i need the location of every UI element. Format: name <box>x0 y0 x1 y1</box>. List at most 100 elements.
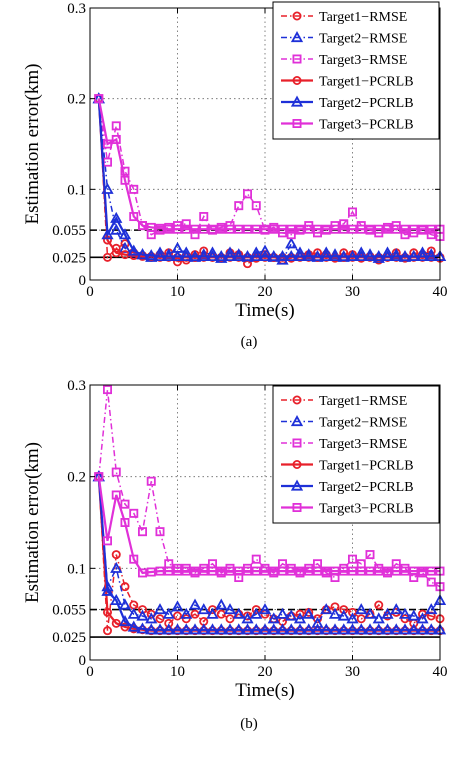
y-tick-label: 0.1 <box>67 182 86 198</box>
data-point <box>426 566 436 576</box>
data-point <box>153 603 167 615</box>
panel-label: (a) <box>241 334 258 350</box>
y-tick-label: 0.2 <box>67 470 86 486</box>
data-point <box>162 607 175 619</box>
data-point <box>146 567 156 577</box>
data-point <box>295 566 305 576</box>
data-point <box>304 566 314 576</box>
data-point <box>223 603 237 615</box>
legend-entry: Target3−RMSE <box>319 437 407 452</box>
data-point <box>328 607 342 619</box>
legend: Target1−RMSE Target2−RMSE Target3−RMSE Targ… <box>272 385 440 524</box>
data-point <box>223 249 237 262</box>
series-line <box>97 476 440 631</box>
data-point <box>251 605 261 615</box>
data-point <box>398 249 412 262</box>
data-point <box>111 248 121 258</box>
data-point <box>328 623 342 635</box>
data-point <box>312 224 322 234</box>
data-point <box>356 566 366 576</box>
data-point <box>199 224 209 234</box>
data-point <box>374 600 384 610</box>
data-point <box>425 249 438 262</box>
x-tick-label: 40 <box>433 284 448 300</box>
data-point <box>381 607 394 619</box>
data-point <box>363 607 377 619</box>
data-point <box>145 623 158 635</box>
data-point <box>234 201 244 211</box>
legend-swatch-marker <box>290 31 304 43</box>
data-point <box>337 623 350 635</box>
data-point <box>363 249 377 262</box>
legend-swatch-marker <box>292 459 302 469</box>
ticks: 0 10 20 30 40 0 0.025 0.055 0.1 0.2 0.3 <box>52 1 447 300</box>
data-point <box>251 224 261 234</box>
chart-panel-b: 0 10 20 30 40 0 0.025 0.055 0.1 0.2 0.3 Time(s) Esti… <box>22 378 448 732</box>
data-point <box>242 189 252 199</box>
data-point <box>398 623 412 635</box>
data-point <box>251 554 261 564</box>
y-tick-label: 0 <box>79 653 87 669</box>
data-point <box>382 566 392 576</box>
data-point <box>234 566 244 576</box>
data-point <box>206 607 219 619</box>
data-point <box>232 623 245 635</box>
data-point <box>171 623 184 635</box>
data-point <box>251 566 261 576</box>
data-point <box>356 224 366 234</box>
data-point <box>372 249 385 262</box>
y-tick-label: 0.055 <box>52 223 86 239</box>
data-point <box>111 618 121 628</box>
data-point <box>250 623 263 635</box>
data-point <box>197 249 210 262</box>
data-point <box>276 249 289 262</box>
series-2 <box>92 470 447 628</box>
data-point <box>285 237 298 249</box>
data-point <box>390 249 403 262</box>
data-point <box>242 224 252 234</box>
data-point <box>232 249 245 262</box>
data-point <box>347 224 357 234</box>
data-point <box>129 212 139 222</box>
data-point <box>206 623 219 635</box>
data-point <box>223 623 237 635</box>
data-point <box>400 614 410 624</box>
data-point <box>311 623 324 635</box>
data-point <box>330 566 340 576</box>
data-point <box>215 598 228 610</box>
data-point <box>295 609 305 619</box>
y-tick-label: 0.1 <box>67 561 86 577</box>
data-point <box>216 566 226 576</box>
series-line <box>97 98 440 258</box>
data-point <box>129 508 139 518</box>
data-point <box>172 566 182 576</box>
data-point <box>129 184 139 194</box>
data-point <box>137 568 147 578</box>
data-point <box>365 566 375 576</box>
data-point <box>250 249 263 262</box>
legend-box <box>272 1 440 140</box>
data-point <box>355 623 368 635</box>
data-point <box>118 615 132 627</box>
data-point <box>127 607 140 619</box>
data-point <box>188 598 202 610</box>
data-point <box>120 166 130 176</box>
data-point <box>120 622 130 632</box>
data-point <box>293 249 307 262</box>
data-point <box>207 224 217 234</box>
data-point <box>285 623 298 635</box>
data-point <box>374 224 384 234</box>
y-tick-label: 0.025 <box>52 630 86 646</box>
data-point <box>111 490 121 500</box>
data-point <box>190 230 200 240</box>
data-point <box>426 224 436 234</box>
data-point <box>355 249 368 262</box>
data-point <box>180 249 193 262</box>
data-point <box>277 566 287 576</box>
data-point <box>153 249 167 262</box>
data-point <box>251 201 261 211</box>
data-point <box>136 622 149 634</box>
x-tick-label: 10 <box>170 664 185 680</box>
data-point <box>417 566 427 576</box>
data-point <box>146 476 156 486</box>
